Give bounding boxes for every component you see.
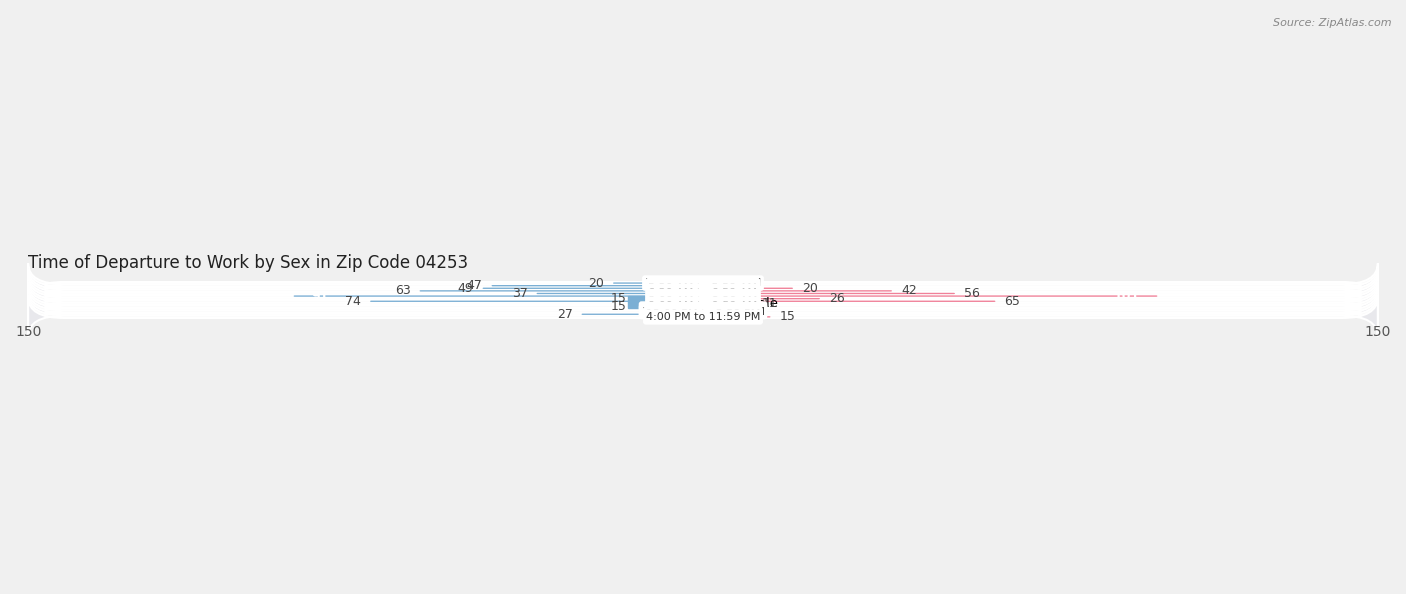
- FancyBboxPatch shape: [28, 279, 1378, 318]
- FancyBboxPatch shape: [703, 290, 891, 292]
- Text: 8:00 AM to 8:29 AM: 8:00 AM to 8:29 AM: [648, 296, 758, 307]
- Text: 6:00 AM to 6:29 AM: 6:00 AM to 6:29 AM: [648, 286, 758, 296]
- FancyBboxPatch shape: [672, 311, 703, 312]
- FancyBboxPatch shape: [370, 301, 703, 302]
- Text: 20: 20: [588, 277, 605, 290]
- FancyBboxPatch shape: [28, 276, 1378, 316]
- Text: 0: 0: [711, 305, 720, 318]
- FancyBboxPatch shape: [28, 287, 1378, 326]
- Text: 5:00 AM to 5:29 AM: 5:00 AM to 5:29 AM: [648, 281, 758, 290]
- FancyBboxPatch shape: [537, 293, 703, 294]
- Text: 56: 56: [965, 287, 980, 300]
- Text: Source: ZipAtlas.com: Source: ZipAtlas.com: [1274, 18, 1392, 28]
- Text: 8: 8: [748, 279, 756, 292]
- Text: 9:00 AM to 9:59 AM: 9:00 AM to 9:59 AM: [648, 302, 758, 311]
- Text: 8:30 AM to 8:59 AM: 8:30 AM to 8:59 AM: [648, 299, 758, 309]
- FancyBboxPatch shape: [28, 268, 1378, 308]
- Text: 15: 15: [610, 300, 627, 313]
- FancyBboxPatch shape: [28, 289, 1378, 328]
- Text: 2: 2: [721, 300, 728, 313]
- Text: 0: 0: [686, 298, 695, 311]
- Text: 63: 63: [395, 285, 411, 298]
- FancyBboxPatch shape: [28, 284, 1378, 324]
- FancyBboxPatch shape: [703, 298, 820, 299]
- Text: 7: 7: [655, 305, 662, 318]
- Text: 15: 15: [779, 310, 796, 323]
- FancyBboxPatch shape: [636, 298, 703, 299]
- FancyBboxPatch shape: [28, 271, 1378, 311]
- Text: 27: 27: [557, 308, 572, 321]
- Text: 47: 47: [467, 279, 482, 292]
- FancyBboxPatch shape: [703, 301, 995, 302]
- FancyBboxPatch shape: [28, 292, 1378, 331]
- Text: 65: 65: [1004, 295, 1021, 308]
- Text: 4: 4: [668, 310, 676, 323]
- FancyBboxPatch shape: [685, 316, 703, 318]
- Text: 5:30 AM to 5:59 AM: 5:30 AM to 5:59 AM: [648, 283, 758, 293]
- FancyBboxPatch shape: [703, 285, 740, 286]
- Text: 12:00 AM to 4:59 AM: 12:00 AM to 4:59 AM: [645, 278, 761, 288]
- FancyBboxPatch shape: [703, 303, 752, 305]
- FancyBboxPatch shape: [613, 282, 703, 284]
- FancyBboxPatch shape: [703, 306, 711, 307]
- Text: 3: 3: [672, 302, 681, 315]
- Text: 11:00 AM to 11:59 AM: 11:00 AM to 11:59 AM: [641, 307, 765, 317]
- FancyBboxPatch shape: [294, 295, 703, 297]
- Text: 15: 15: [610, 292, 627, 305]
- Text: 37: 37: [512, 287, 527, 300]
- FancyBboxPatch shape: [636, 306, 703, 307]
- FancyBboxPatch shape: [492, 285, 703, 286]
- FancyBboxPatch shape: [703, 316, 770, 318]
- Text: 20: 20: [801, 282, 818, 295]
- FancyBboxPatch shape: [28, 274, 1378, 313]
- Text: 49: 49: [458, 282, 474, 295]
- FancyBboxPatch shape: [482, 287, 703, 289]
- FancyBboxPatch shape: [689, 308, 703, 309]
- Text: 0: 0: [711, 302, 720, 315]
- FancyBboxPatch shape: [703, 295, 1157, 297]
- FancyBboxPatch shape: [582, 314, 703, 315]
- Text: 74: 74: [346, 295, 361, 308]
- Text: 101: 101: [1114, 289, 1139, 302]
- Text: 12:00 PM to 3:59 PM: 12:00 PM to 3:59 PM: [645, 309, 761, 319]
- Text: 6:30 AM to 6:59 AM: 6:30 AM to 6:59 AM: [648, 289, 758, 298]
- Text: 11: 11: [762, 298, 778, 311]
- Text: Time of Departure to Work by Sex in Zip Code 04253: Time of Departure to Work by Sex in Zip …: [28, 254, 468, 272]
- Text: 7:00 AM to 7:29 AM: 7:00 AM to 7:29 AM: [648, 291, 758, 301]
- FancyBboxPatch shape: [28, 295, 1378, 334]
- Legend: Male, Female: Male, Female: [623, 291, 783, 315]
- Text: 91: 91: [312, 289, 329, 302]
- FancyBboxPatch shape: [28, 282, 1378, 321]
- FancyBboxPatch shape: [28, 297, 1378, 337]
- Text: 42: 42: [901, 285, 917, 298]
- FancyBboxPatch shape: [419, 290, 703, 292]
- FancyBboxPatch shape: [703, 293, 955, 294]
- Text: 0: 0: [711, 308, 720, 321]
- FancyBboxPatch shape: [703, 282, 711, 284]
- Text: 4:00 PM to 11:59 PM: 4:00 PM to 11:59 PM: [645, 312, 761, 322]
- Text: 7:30 AM to 7:59 AM: 7:30 AM to 7:59 AM: [648, 293, 758, 304]
- FancyBboxPatch shape: [28, 266, 1378, 305]
- Text: 2: 2: [721, 277, 728, 290]
- Text: 26: 26: [830, 292, 845, 305]
- FancyBboxPatch shape: [703, 287, 793, 289]
- FancyBboxPatch shape: [28, 263, 1378, 303]
- Text: 10:00 AM to 10:59 AM: 10:00 AM to 10:59 AM: [641, 304, 765, 314]
